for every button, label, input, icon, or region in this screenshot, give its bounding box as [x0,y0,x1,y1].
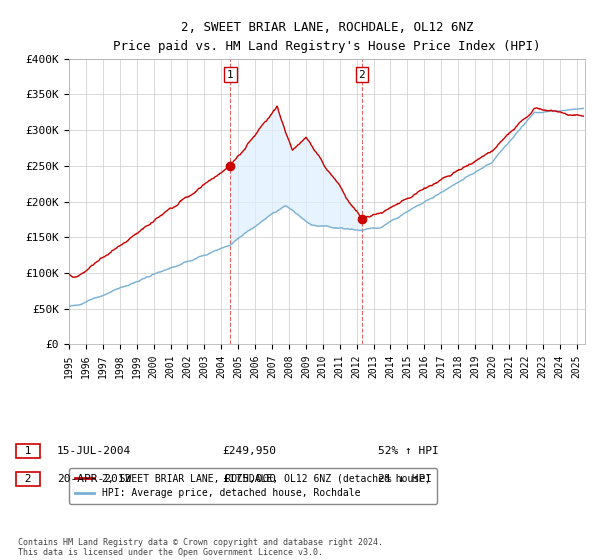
Legend: 2, SWEET BRIAR LANE, ROCHDALE, OL12 6NZ (detached house), HPI: Average price, de: 2, SWEET BRIAR LANE, ROCHDALE, OL12 6NZ … [69,468,437,505]
Text: £175,000: £175,000 [222,474,276,484]
Text: 1: 1 [18,446,38,456]
Text: 2: 2 [18,474,38,484]
Text: 1: 1 [227,69,234,80]
Text: Contains HM Land Registry data © Crown copyright and database right 2024.
This d: Contains HM Land Registry data © Crown c… [18,538,383,557]
Text: 52% ↑ HPI: 52% ↑ HPI [378,446,439,456]
Text: £249,950: £249,950 [222,446,276,456]
Title: 2, SWEET BRIAR LANE, ROCHDALE, OL12 6NZ
Price paid vs. HM Land Registry's House : 2, SWEET BRIAR LANE, ROCHDALE, OL12 6NZ … [113,21,541,53]
Text: 2% ↓ HPI: 2% ↓ HPI [378,474,432,484]
Text: 20-APR-2012: 20-APR-2012 [57,474,131,484]
Text: 2: 2 [358,69,365,80]
Text: 15-JUL-2004: 15-JUL-2004 [57,446,131,456]
